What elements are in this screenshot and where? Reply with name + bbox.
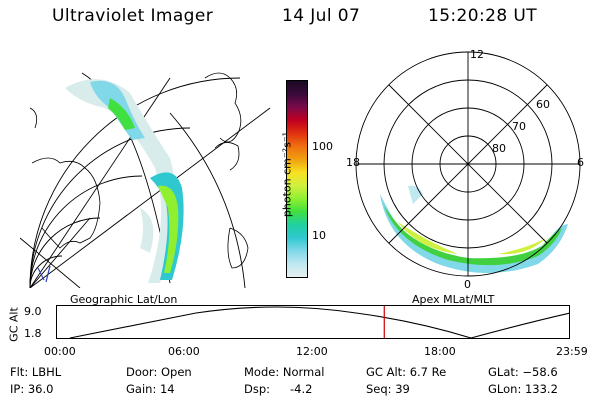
info-gc-alt: GC Alt: 6.7 Re bbox=[366, 365, 447, 379]
coast-blue-accents bbox=[37, 265, 51, 283]
mlt-spokes bbox=[356, 52, 580, 276]
time-tick-0000: 00:00 bbox=[44, 345, 76, 358]
colorbar bbox=[286, 80, 308, 278]
time-tick-2359: 23:59 bbox=[556, 345, 588, 358]
colorbar-tick-10: 10 bbox=[312, 229, 326, 242]
lat-grid bbox=[20, 72, 271, 288]
auroral-oval bbox=[380, 185, 568, 273]
info-glon: GLon: 133.2 bbox=[488, 382, 558, 396]
geographic-map-panel bbox=[20, 72, 271, 288]
right-panel-caption: Apex MLat/MLT bbox=[412, 293, 495, 306]
altitude-ytick-min: 1.8 bbox=[24, 327, 42, 340]
time-tick-1200: 12:00 bbox=[296, 345, 328, 358]
colorbar-unit-label: photon cm⁻²s⁻¹ bbox=[280, 131, 294, 218]
info-seq: Seq: 39 bbox=[366, 382, 410, 396]
aurora-emission bbox=[65, 79, 184, 283]
mlat-label-70: 70 bbox=[512, 120, 526, 133]
mlt-label-6: 6 bbox=[577, 156, 584, 169]
altitude-ylabel: GC Alt bbox=[7, 307, 21, 342]
time-tick-1800: 18:00 bbox=[424, 345, 456, 358]
date-label: 14 Jul 07 bbox=[282, 6, 361, 26]
mlt-label-0: 0 bbox=[464, 278, 471, 291]
info-door: Door: Open bbox=[126, 365, 192, 379]
mlt-label-12: 12 bbox=[470, 48, 484, 61]
mlt-label-18: 18 bbox=[346, 156, 360, 169]
info-dsp-value: -4.2 bbox=[290, 382, 313, 396]
colorbar-tick-100: 100 bbox=[312, 140, 333, 153]
altitude-curve bbox=[69, 306, 570, 339]
info-dsp-label: Dsp: bbox=[244, 382, 271, 396]
polar-mlt-plot bbox=[355, 51, 581, 277]
time-tick-0600: 06:00 bbox=[168, 345, 200, 358]
info-flt: Flt: LBHL bbox=[10, 365, 62, 379]
mlat-label-80: 80 bbox=[492, 142, 506, 155]
info-glat: GLat: −58.6 bbox=[488, 365, 558, 379]
mlat-label-60: 60 bbox=[536, 98, 550, 111]
info-ip: IP: 36.0 bbox=[10, 382, 54, 396]
info-mode: Mode: Normal bbox=[244, 365, 325, 379]
coastlines bbox=[29, 72, 249, 269]
time-label: 15:20:28 UT bbox=[428, 6, 537, 26]
altitude-plot bbox=[56, 305, 570, 339]
left-panel-caption: Geographic Lat/Lon bbox=[70, 293, 178, 306]
altitude-ytick-max: 9.0 bbox=[24, 305, 42, 318]
app-title: Ultraviolet Imager bbox=[52, 6, 214, 26]
colorbar-gradient bbox=[287, 81, 307, 277]
info-gain: Gain: 14 bbox=[126, 382, 175, 396]
